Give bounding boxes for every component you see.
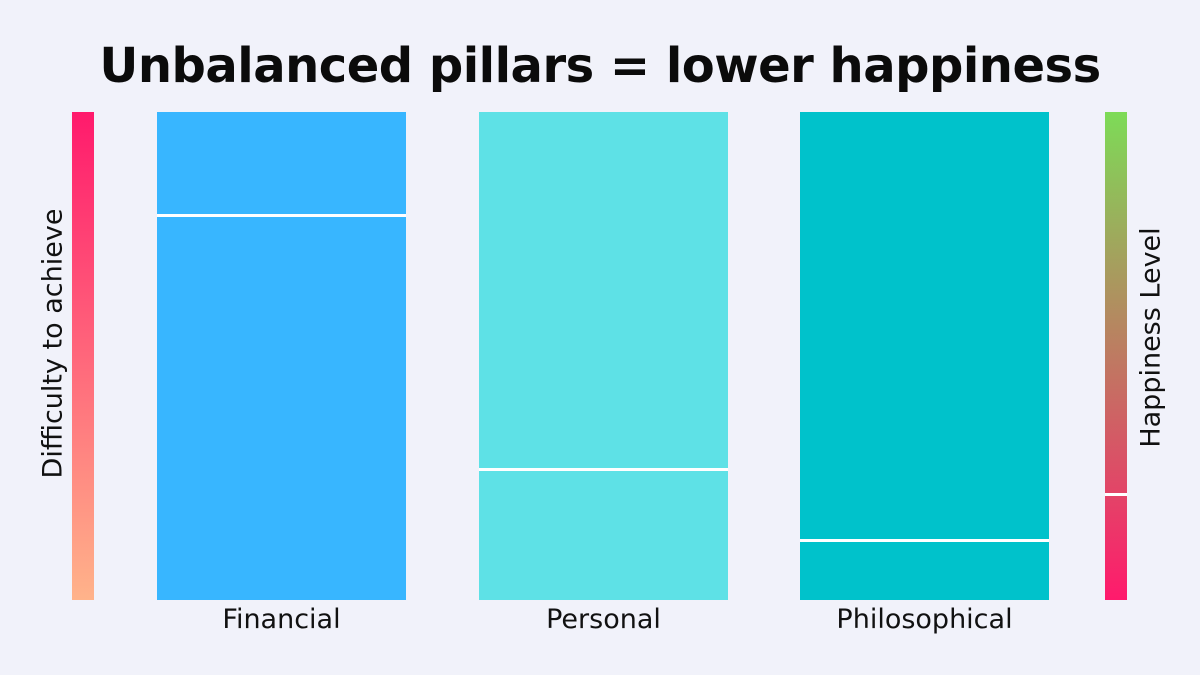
pillar-level-line (157, 214, 406, 218)
pillar-label-financial: Financial (222, 604, 341, 635)
page-title: Unbalanced pillars = lower happiness (99, 38, 1101, 94)
pillar-level-line (800, 539, 1049, 542)
pillar-philosophical (800, 112, 1049, 600)
happiness-axis-label: Happiness Level (1135, 227, 1167, 448)
pillar-personal (479, 112, 728, 600)
happiness-level-marker (1105, 492, 1127, 496)
difficulty-axis-label: Difficulty to achieve (37, 208, 69, 479)
happiness-gradient-bar (1105, 112, 1127, 600)
pillar-label-philosophical: Philosophical (836, 604, 1013, 635)
pillar-financial (157, 112, 406, 600)
pillar-label-personal: Personal (546, 604, 661, 635)
pillar-level-line (479, 468, 728, 472)
difficulty-gradient-bar (72, 112, 94, 600)
